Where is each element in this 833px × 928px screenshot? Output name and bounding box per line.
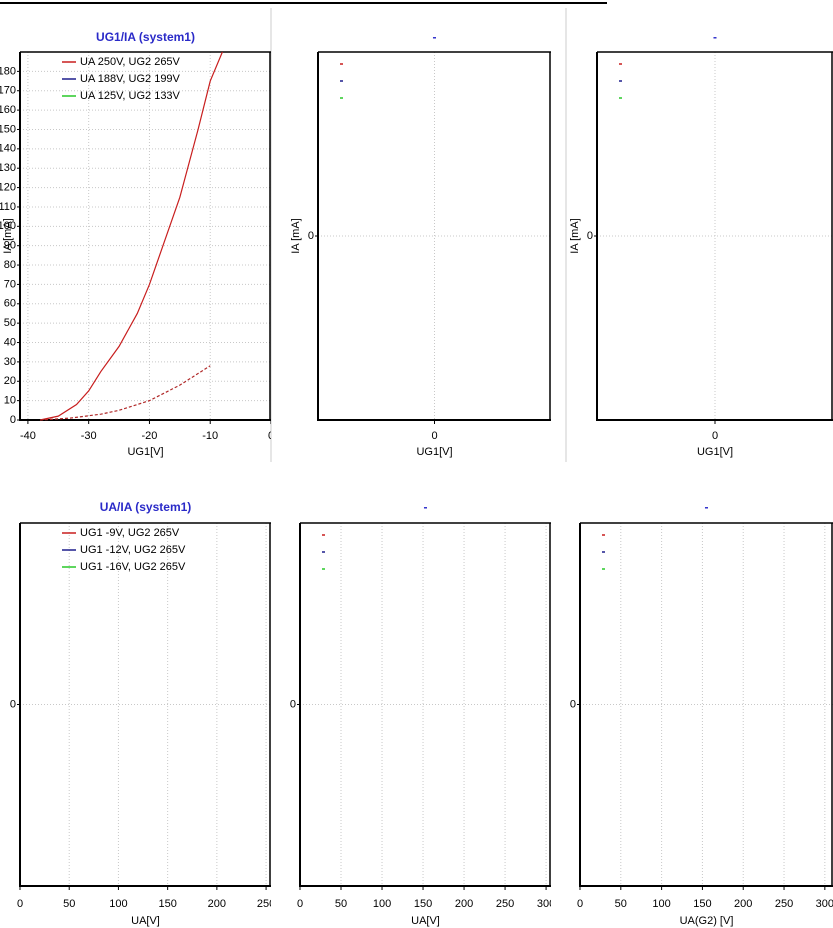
- x-axis-label: UA[V]: [131, 915, 160, 927]
- x-tick-label: 100: [373, 898, 391, 910]
- chart-title: -: [424, 500, 428, 514]
- x-tick-label: 50: [335, 898, 347, 910]
- x-tick-label: 50: [63, 898, 75, 910]
- chart-panel: UG1/IA (system1) 0 10 20 30 40 50 60 70 80 90 100 11…: [0, 30, 274, 458]
- y-tick-label: 120: [0, 181, 16, 193]
- legend-label: UG1 -16V, UG2 265V: [80, 561, 186, 573]
- x-tick-label: 250: [496, 898, 514, 910]
- legend-label: UG1 -12V, UG2 265V: [80, 544, 186, 556]
- chart-panel: - 0 0 UG1[V] IA [mA]: [569, 30, 833, 458]
- chart-title: UG1/IA (system1): [96, 30, 195, 44]
- y-tick-label: 160: [0, 104, 16, 116]
- y-tick-label: 20: [4, 375, 16, 387]
- y-tick-label: 10: [4, 395, 16, 407]
- y-tick-label: 80: [4, 259, 16, 271]
- x-tick-label: 0: [297, 898, 303, 910]
- x-tick-label: 0: [431, 430, 437, 442]
- x-axis-label: UG1[V]: [416, 446, 452, 458]
- chart-title: UA/IA (system1): [100, 500, 192, 514]
- x-tick-label: 300: [537, 898, 555, 910]
- series-line: [39, 51, 223, 421]
- y-tick-label: 170: [0, 85, 16, 97]
- x-tick-label: 0: [268, 430, 274, 442]
- x-tick-label: 200: [734, 898, 752, 910]
- y-tick-label: 110: [0, 201, 16, 213]
- y-tick-label: 0: [10, 414, 16, 426]
- x-tick-label: 150: [693, 898, 711, 910]
- legend-label: UG1 -9V, UG2 265V: [80, 527, 180, 539]
- x-tick-label: 150: [414, 898, 432, 910]
- x-tick-label: -10: [202, 430, 218, 442]
- x-axis-label: UA[V]: [411, 915, 440, 927]
- y-tick-label: 40: [4, 336, 16, 348]
- y-tick-label: 30: [4, 356, 16, 368]
- x-tick-label: -30: [81, 430, 97, 442]
- y-tick-label: 0: [570, 698, 576, 710]
- x-tick-label: -20: [141, 430, 157, 442]
- x-tick-label: 200: [455, 898, 473, 910]
- y-axis-label: IA [mA]: [569, 218, 581, 253]
- y-tick-label: 130: [0, 162, 16, 174]
- x-axis-label: UA(G2) [V]: [680, 915, 734, 927]
- series-line: [40, 365, 211, 421]
- y-tick-label: 60: [4, 298, 16, 310]
- x-tick-label: 100: [652, 898, 670, 910]
- legend-label: UA 125V, UG2 133V: [80, 90, 181, 102]
- x-tick-label: 0: [17, 898, 23, 910]
- y-tick-label: 140: [0, 143, 16, 155]
- x-tick-label: 200: [208, 898, 226, 910]
- y-axis-label: IA [mA]: [290, 218, 302, 253]
- x-tick-label: -40: [20, 430, 36, 442]
- chart-panel: - 0 0 UG1[V] IA [mA]: [290, 30, 551, 458]
- y-tick-label: 0: [290, 698, 296, 710]
- chart-panel: - 0 0 50 100 150 200 250 300 UA(G2) [V]: [570, 500, 833, 927]
- chart-title: -: [713, 30, 717, 44]
- y-axis-label: IA [mA]: [2, 218, 14, 253]
- x-tick-label: 150: [158, 898, 176, 910]
- legend-label: UA 188V, UG2 199V: [80, 73, 181, 85]
- y-tick-label: 50: [4, 317, 16, 329]
- chart-panel: UA/IA (system1) 0 0 50 100 150 200 250 UA[V] UG1 …: [10, 500, 275, 927]
- y-tick-label: 0: [587, 230, 593, 242]
- y-tick-label: 150: [0, 123, 16, 135]
- chart-title: -: [433, 30, 437, 44]
- x-tick-label: 50: [615, 898, 627, 910]
- x-axis-label: UG1[V]: [127, 446, 163, 458]
- x-tick-label: 0: [577, 898, 583, 910]
- y-tick-label: 0: [308, 230, 314, 242]
- chart-panel: - 0 0 50 100 150 200 250 300 UA[V]: [290, 500, 555, 927]
- chart-title: -: [705, 500, 709, 514]
- x-tick-label: 250: [775, 898, 793, 910]
- x-tick-label: 100: [109, 898, 127, 910]
- x-axis-label: UG1[V]: [697, 446, 733, 458]
- y-tick-label: 100: [0, 220, 16, 232]
- x-tick-label: 300: [816, 898, 833, 910]
- legend-label: UA 250V, UG2 265V: [80, 56, 181, 68]
- y-tick-label: 180: [0, 65, 16, 77]
- y-tick-label: 90: [4, 240, 16, 252]
- y-tick-label: 70: [4, 278, 16, 290]
- x-tick-label: 0: [712, 430, 718, 442]
- x-tick-label: 250: [257, 898, 275, 910]
- y-tick-label: 0: [10, 698, 16, 710]
